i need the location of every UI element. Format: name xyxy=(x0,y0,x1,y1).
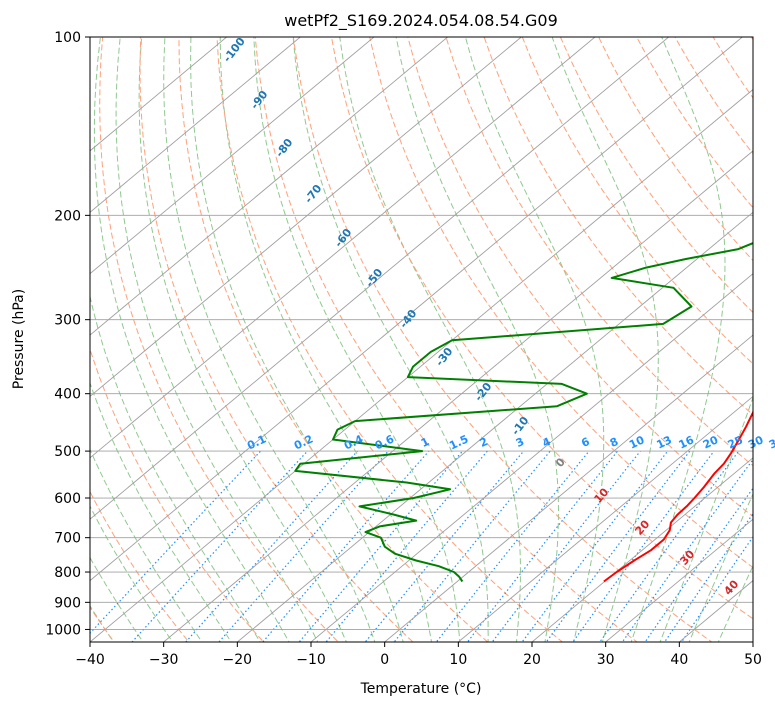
moist-adiabat xyxy=(688,492,753,642)
isotherm-line xyxy=(90,37,302,213)
dry-adiabat xyxy=(90,347,265,642)
profile-curves xyxy=(294,242,753,583)
y-tick-label: 200 xyxy=(54,208,81,224)
isotherm-line xyxy=(90,37,228,152)
dry-adiabat xyxy=(483,37,753,416)
moist-adiabat xyxy=(551,37,659,642)
moist-adiabat xyxy=(138,37,347,642)
y-tick-label: 400 xyxy=(54,387,81,403)
dry-adiabat xyxy=(750,37,753,41)
isotherm-line xyxy=(162,150,753,642)
dewpoint-line xyxy=(294,242,753,583)
y-tick-label: 900 xyxy=(54,595,81,611)
x-tick-label: −20 xyxy=(223,652,253,668)
y-axis: 100 200 300 400 500 600 700 800 900 1000 xyxy=(45,30,90,638)
y-tick-label: 1000 xyxy=(45,622,81,638)
y-tick-label: 100 xyxy=(54,30,81,46)
x-tick-label: 10 xyxy=(449,652,467,668)
isotherm-line xyxy=(90,88,753,642)
isotherm-line xyxy=(90,37,670,520)
x-axis: −40 −30 −20 −10 0 10 20 30 40 50 xyxy=(75,642,762,668)
isotherm-line xyxy=(383,334,753,642)
isotherm-line xyxy=(90,37,744,582)
mixing-ratio-label: 25 xyxy=(726,433,745,451)
isotherm-line xyxy=(457,395,753,642)
x-tick-label: 30 xyxy=(597,652,615,668)
mixing-ratio-label: 13 xyxy=(655,433,674,451)
y-axis-title: Pressure (hPa) xyxy=(11,289,27,389)
x-axis-title: Temperature (°C) xyxy=(360,681,482,697)
moist-adiabat xyxy=(90,604,115,642)
moist-adiabat xyxy=(253,37,461,642)
x-tick-label: −10 xyxy=(296,652,326,668)
plot-area xyxy=(90,37,753,642)
temperature-line xyxy=(603,409,753,583)
isotherm-line xyxy=(90,37,523,398)
x-tick-label: 40 xyxy=(670,652,688,668)
mixing-ratio-label: 20 xyxy=(701,433,721,451)
isotherm-line xyxy=(90,37,596,459)
mixing-ratio-label: 30 xyxy=(746,433,766,451)
moist-adiabat xyxy=(717,564,753,642)
dry-adiabat xyxy=(521,37,753,365)
x-tick-label: 20 xyxy=(523,652,541,668)
y-tick-label: 300 xyxy=(54,313,81,329)
mixing-ratio-label: 16 xyxy=(677,433,697,451)
moist-adiabat xyxy=(190,37,404,642)
isotherm-line xyxy=(310,273,753,642)
x-tick-label: −40 xyxy=(75,652,105,668)
background-lines xyxy=(90,37,753,642)
x-tick-label: 50 xyxy=(744,652,762,668)
y-tick-label: 800 xyxy=(54,565,81,581)
plot-frame xyxy=(89,36,754,643)
x-tick-label: −30 xyxy=(149,652,179,668)
y-tick-label: 700 xyxy=(54,531,81,547)
y-tick-label: 600 xyxy=(54,491,81,507)
chart-title: wetPf2_S169.2024.054.08.54.G09 xyxy=(284,11,558,31)
isotherm-line xyxy=(531,457,753,642)
isotherm-line xyxy=(90,37,449,336)
isotherm-line xyxy=(236,211,753,642)
mixing-ratio-label: 36 xyxy=(767,433,775,451)
isotherm-line xyxy=(90,37,375,275)
x-tick-label: 0 xyxy=(380,652,389,668)
dry-adiabat xyxy=(90,490,190,642)
isotherm-line xyxy=(604,518,753,642)
y-tick-label: 500 xyxy=(54,444,81,460)
mixing-ratio-label: 10 xyxy=(627,433,647,451)
